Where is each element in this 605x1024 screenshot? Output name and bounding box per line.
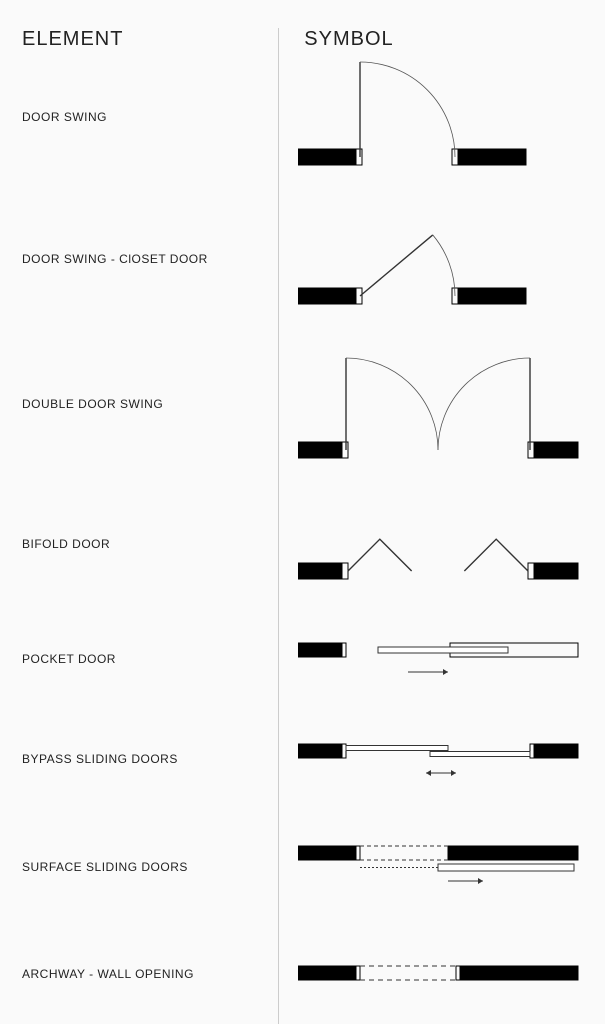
symbol-door-swing: [278, 44, 605, 189]
column-divider: [278, 28, 279, 1024]
header-element: ELEMENT: [0, 0, 278, 44]
label-bifold-door: BIFOLD DOOR: [0, 479, 278, 609]
label-door-swing: DOOR SWING: [0, 44, 278, 189]
header-symbol: SYMBOL: [278, 0, 605, 44]
label-pocket-door: POCKET DOOR: [0, 609, 278, 709]
symbol-pocket-door: [278, 609, 605, 709]
label-double-door-swing: DOUBLE DOOR SWING: [0, 329, 278, 479]
label-archway: ARCHWAY - WALL OPENING: [0, 924, 278, 1024]
label-door-swing-closet: DOOR SWING - ClOSET DOOR: [0, 189, 278, 329]
symbol-door-swing-closet: [278, 189, 605, 329]
symbol-archway: [278, 924, 605, 1024]
symbol-legend-grid: ELEMENT SYMBOL DOOR SWINGDOOR SWING - Cl…: [0, 0, 605, 1024]
label-bypass-sliding: BYPASS SLIDING DOORS: [0, 709, 278, 809]
symbol-bifold-door: [278, 479, 605, 609]
symbol-surface-sliding: [278, 809, 605, 924]
symbol-double-door-swing: [278, 329, 605, 479]
symbol-bypass-sliding: [278, 709, 605, 809]
label-surface-sliding: SURFACE SLIDING DOORS: [0, 809, 278, 924]
